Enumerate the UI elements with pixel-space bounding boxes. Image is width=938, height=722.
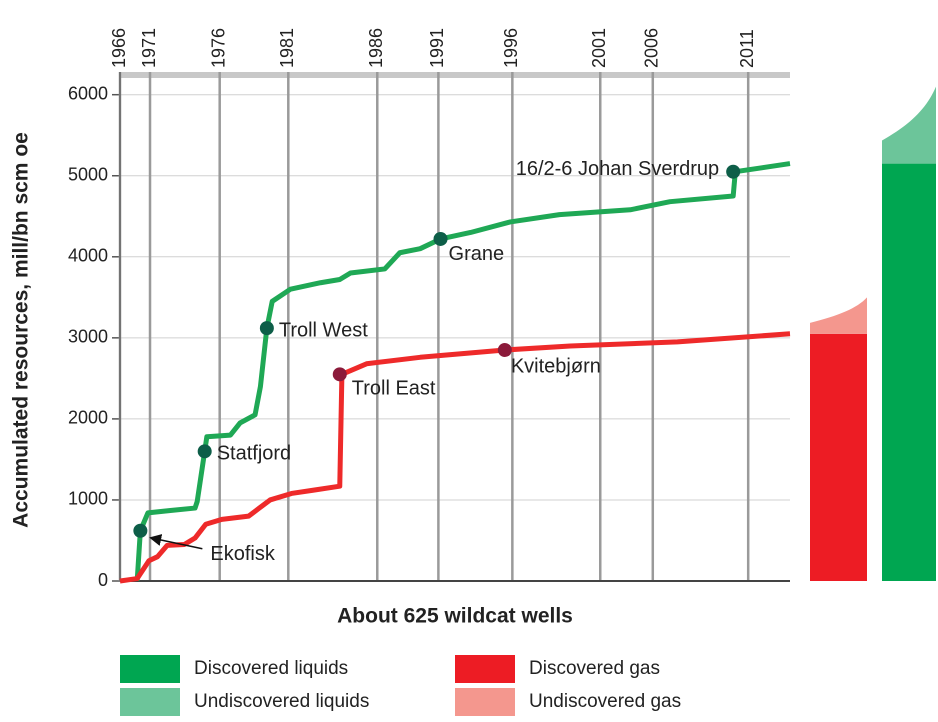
x2-tick-label: 1996 — [501, 28, 521, 68]
annotation-label: Kvitebjørn — [511, 355, 601, 377]
annotation-point — [197, 444, 212, 459]
annotation-label: Ekofisk — [210, 543, 275, 565]
y-tick-label: 4000 — [68, 246, 108, 266]
data-line — [119, 331, 791, 584]
legend-swatch — [455, 655, 515, 683]
x2-tick-label: 1991 — [427, 28, 447, 68]
legend-swatch — [120, 655, 180, 683]
annotation-label: Grane — [449, 243, 505, 265]
y-tick-label: 1000 — [68, 489, 108, 509]
stack-segment — [882, 86, 936, 164]
legend-label: Discovered gas — [529, 658, 660, 679]
top-axis-band — [120, 72, 790, 78]
y-tick-label: 0 — [98, 570, 108, 590]
stack-segment — [810, 297, 867, 334]
legend-swatch — [120, 688, 180, 716]
annotation-point — [497, 343, 512, 358]
annotation-point — [726, 164, 741, 179]
x2-tick-label: 1981 — [277, 28, 297, 68]
annotation-point — [259, 321, 274, 336]
legend-label: Undiscovered gas — [529, 691, 681, 712]
annotation-point — [133, 523, 148, 538]
y-axis-label: Accumulated resources, mill/bn scm oe — [10, 132, 33, 528]
stack-segment — [882, 163, 936, 581]
stack-segment — [810, 333, 867, 581]
legend-label: Undiscovered liquids — [194, 691, 369, 712]
x2-tick-label: 1986 — [366, 28, 386, 68]
x2-tick-label: 2011 — [737, 29, 757, 68]
y-tick-label: 5000 — [68, 164, 108, 184]
x2-tick-label: 1976 — [208, 28, 228, 68]
annotation-point — [332, 367, 347, 382]
annotation-point — [433, 231, 448, 246]
y-tick-label: 2000 — [68, 408, 108, 428]
x2-tick-label: 1966 — [109, 28, 129, 68]
annotation-arrow — [149, 534, 203, 550]
x2-tick-label: 1971 — [139, 28, 159, 68]
legend-swatch — [455, 688, 515, 716]
annotation-label: 16/2-6 Johan Sverdrup — [516, 158, 719, 180]
x-axis-label: About 625 wildcat wells — [337, 605, 573, 628]
x2-tick-label: 2001 — [589, 28, 609, 68]
annotation-label: Troll East — [352, 378, 436, 400]
y-tick-label: 6000 — [68, 83, 108, 103]
x2-tick-label: 2006 — [642, 28, 662, 68]
y-tick-label: 3000 — [68, 327, 108, 347]
data-line — [134, 161, 791, 582]
annotation-label: Troll West — [279, 319, 368, 341]
annotation-label: Statfjord — [217, 443, 291, 465]
legend-label: Discovered liquids — [194, 658, 348, 679]
